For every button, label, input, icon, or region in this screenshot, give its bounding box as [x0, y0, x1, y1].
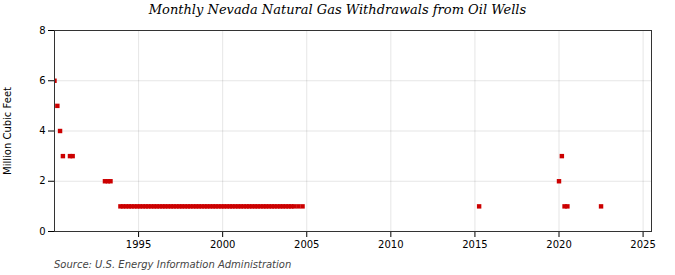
svg-text:1995: 1995	[126, 239, 151, 250]
svg-text:2005: 2005	[294, 239, 319, 250]
svg-text:Million Cubic Feet: Million Cubic Feet	[2, 87, 13, 175]
svg-text:6: 6	[39, 75, 45, 86]
svg-text:8: 8	[39, 25, 45, 36]
svg-text:2000: 2000	[210, 239, 235, 250]
svg-text:2: 2	[39, 175, 45, 186]
html-text:Source: U.S. Energy Informatio: Source: U.S. Energy Information Administ…	[54, 259, 292, 270]
svg-text:2025: 2025	[630, 239, 655, 250]
html-text:Monthly Nevada Natural Gas Wit: Monthly Nevada Natural Gas Withdrawals f…	[148, 2, 527, 17]
svg-text:0: 0	[39, 226, 45, 237]
svg-text:2015: 2015	[462, 239, 487, 250]
svg-text:4: 4	[39, 125, 45, 136]
svg-text:2010: 2010	[378, 239, 403, 250]
svg-text:2020: 2020	[546, 239, 571, 250]
